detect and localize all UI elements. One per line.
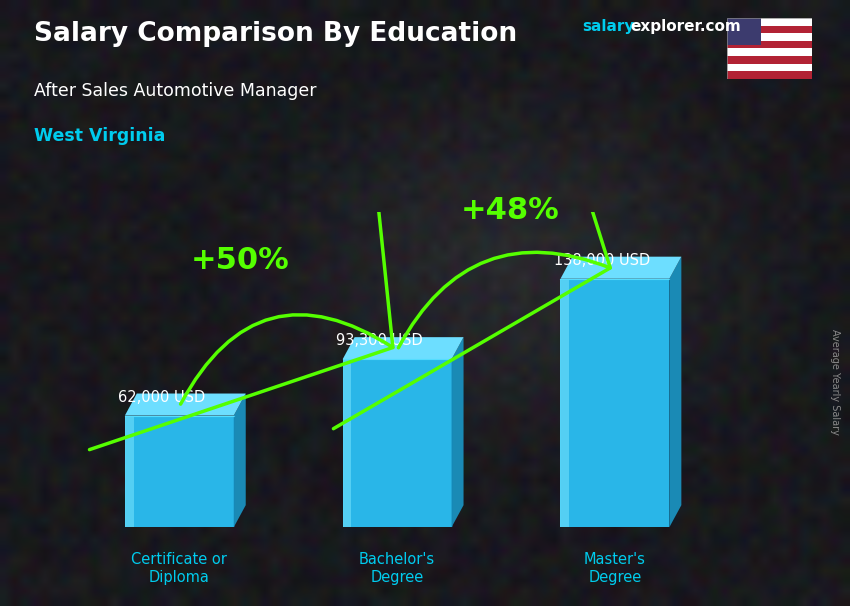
Polygon shape [125,393,246,416]
Bar [727,26,812,33]
Text: +48%: +48% [461,196,560,225]
Bar [727,71,812,79]
Polygon shape [560,257,682,279]
Polygon shape [343,359,351,527]
Polygon shape [670,257,682,527]
Text: Master's
Degree: Master's Degree [584,553,646,585]
Bar [727,18,761,45]
Polygon shape [125,416,234,527]
Text: 93,300 USD: 93,300 USD [336,333,422,348]
FancyArrowPatch shape [333,0,610,428]
FancyArrowPatch shape [89,29,393,450]
Polygon shape [234,393,246,527]
Text: +50%: +50% [191,245,290,275]
Polygon shape [560,279,570,527]
Polygon shape [343,359,451,527]
Text: salary: salary [582,19,635,35]
Bar [727,18,812,26]
Text: 62,000 USD: 62,000 USD [118,390,206,405]
Bar [727,41,812,48]
Text: Certificate or
Diploma: Certificate or Diploma [132,553,227,585]
Bar [727,56,812,64]
Text: Bachelor's
Degree: Bachelor's Degree [359,553,435,585]
Polygon shape [125,416,133,527]
Bar [727,33,812,41]
Text: After Sales Automotive Manager: After Sales Automotive Manager [34,82,316,100]
Polygon shape [451,337,463,527]
Polygon shape [343,337,463,359]
Text: West Virginia: West Virginia [34,127,166,145]
Text: Salary Comparison By Education: Salary Comparison By Education [34,21,517,47]
Text: explorer.com: explorer.com [631,19,741,35]
Polygon shape [560,279,670,527]
Text: 138,000 USD: 138,000 USD [554,253,650,268]
Bar [727,48,812,56]
Bar [727,64,812,71]
Text: Average Yearly Salary: Average Yearly Salary [830,329,840,435]
